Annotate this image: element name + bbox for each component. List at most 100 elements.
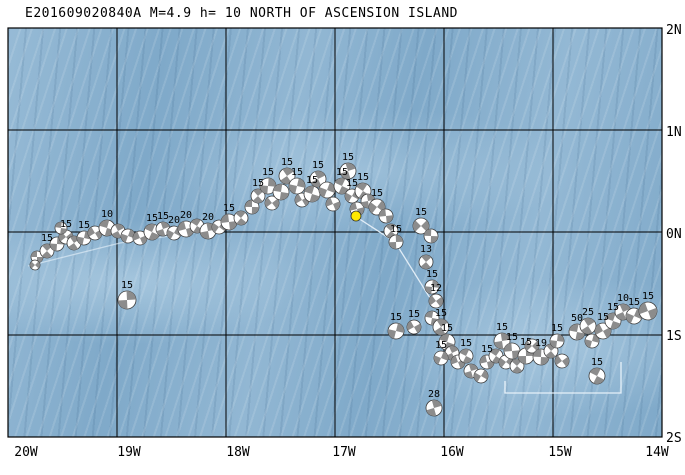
longitude-label: 16W	[440, 445, 464, 460]
depth-label: 15	[506, 332, 518, 343]
depth-label: 15	[252, 178, 264, 189]
depth-label: 15	[281, 157, 293, 168]
depth-label: 15	[551, 323, 563, 334]
depth-label: 25	[582, 307, 594, 318]
depth-label: 20	[168, 215, 180, 226]
focal-mechanism	[117, 290, 137, 310]
focal-mechanism	[584, 333, 600, 349]
depth-label: 15	[607, 302, 619, 313]
focal-mechanism	[388, 234, 404, 250]
focal-mechanism	[638, 301, 658, 321]
depth-label: 15	[336, 167, 348, 178]
focal-mechanism	[432, 318, 450, 336]
depth-label: 10	[101, 209, 113, 220]
focal-mechanism	[76, 230, 92, 246]
depth-label: 28	[428, 389, 440, 400]
depth-label: 15	[597, 312, 609, 323]
focal-mechanism	[554, 353, 570, 369]
depth-label: 15	[121, 280, 133, 291]
depth-label: 13	[420, 244, 432, 255]
depth-label: 15	[408, 309, 420, 320]
focal-mechanism	[250, 188, 266, 204]
depth-label: 15	[426, 269, 438, 280]
depth-label: 15	[60, 219, 72, 230]
focal-mechanism	[339, 162, 357, 180]
focal-mechanism	[166, 225, 182, 241]
focal-mechanism	[625, 307, 643, 325]
focal-mechanism	[155, 221, 171, 237]
depth-label: 15	[342, 152, 354, 163]
depth-label: 15	[306, 175, 318, 186]
map-frame	[7, 27, 663, 438]
depth-label: 15	[390, 224, 402, 235]
longitude-label: 17W	[332, 445, 356, 460]
depth-label: 15	[371, 188, 383, 199]
latitude-label: 0N	[666, 227, 682, 242]
depth-label: 15	[441, 323, 453, 334]
depth-label: 15	[312, 160, 324, 171]
latitude-label: 2N	[666, 23, 682, 38]
depth-label: 15	[262, 167, 274, 178]
depth-label: 20	[180, 210, 192, 221]
depth-label: 15	[146, 213, 158, 224]
focal-mechanism	[387, 322, 405, 340]
focal-mechanism	[288, 177, 306, 195]
focal-mechanism	[220, 213, 238, 231]
depth-label: 15	[591, 357, 603, 368]
longitude-label: 15W	[548, 445, 572, 460]
latitude-label: 1N	[666, 125, 682, 140]
depth-label: 15	[415, 207, 427, 218]
latitude-label: 1S	[666, 329, 682, 344]
focal-mechanism	[325, 196, 341, 212]
longitude-label: 20W	[14, 445, 38, 460]
depth-label: 20	[202, 212, 214, 223]
focal-mechanism	[425, 399, 443, 417]
focal-mechanism	[473, 368, 489, 384]
focal-mechanism	[29, 259, 41, 271]
focal-mechanism	[412, 217, 430, 235]
focal-mechanism	[272, 183, 290, 201]
depth-label: 15	[435, 308, 447, 319]
depth-label: 15	[41, 233, 53, 244]
focal-mechanism	[588, 367, 606, 385]
focal-mechanism	[406, 319, 422, 335]
longitude-label: 14W	[645, 445, 669, 460]
longitude-label: 19W	[117, 445, 141, 460]
depth-label: 10	[617, 293, 629, 304]
depth-label: 50	[571, 313, 583, 324]
focal-mechanism	[318, 181, 336, 199]
longitude-label: 18W	[226, 445, 250, 460]
depth-label: 15	[435, 340, 447, 351]
focal-mechanism	[433, 350, 449, 366]
depth-label: 15	[78, 220, 90, 231]
highlighted-event	[350, 210, 362, 222]
depth-label: 19	[535, 338, 547, 349]
focal-mechanism	[54, 221, 68, 235]
depth-label: 15	[496, 322, 508, 333]
focal-mechanism	[493, 332, 511, 350]
annotation-line	[504, 362, 622, 394]
depth-label: 15	[520, 337, 532, 348]
depth-label: 15	[460, 338, 472, 349]
depth-label: 15	[390, 312, 402, 323]
depth-label: 15	[346, 178, 358, 189]
focal-mechanism	[418, 254, 434, 270]
depth-label: 12	[430, 283, 442, 294]
focal-mechanism	[423, 228, 439, 244]
focal-mechanism	[549, 333, 565, 349]
depth-label: 15	[642, 291, 654, 302]
focal-mechanism	[424, 279, 440, 295]
depth-label: 15	[357, 172, 369, 183]
focal-mechanism	[278, 167, 296, 185]
focal-mechanism	[233, 210, 249, 226]
focal-mechanism	[458, 348, 474, 364]
focal-mechanism	[378, 208, 394, 224]
depth-label: 15	[628, 297, 640, 308]
depth-label: 15	[291, 167, 303, 178]
focal-mechanism	[579, 317, 597, 335]
latitude-label: 2S	[666, 431, 682, 446]
focal-mechanism	[428, 293, 444, 309]
focal-mechanism	[309, 170, 327, 188]
